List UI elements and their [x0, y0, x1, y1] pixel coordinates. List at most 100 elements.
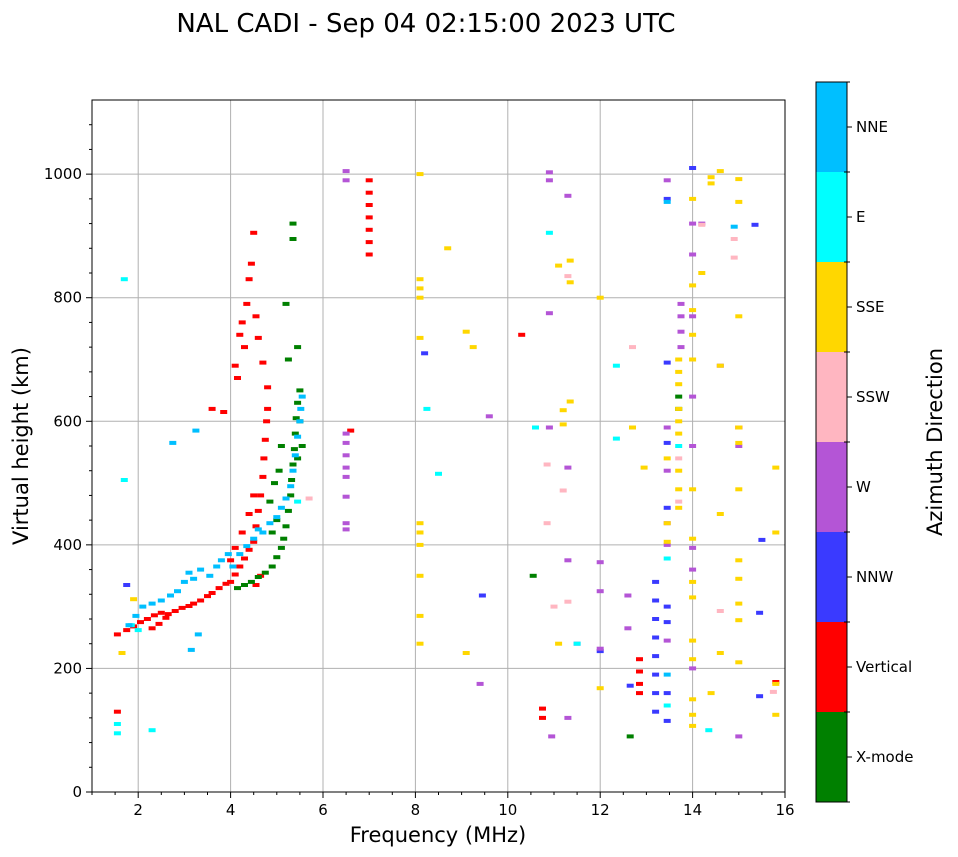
data-point-w [677, 314, 685, 319]
y-tick-label: 0 [72, 783, 82, 801]
colorbar-label: NNE [856, 118, 888, 136]
y-tick-label: 400 [53, 536, 82, 554]
colorbar-label: E [856, 208, 865, 226]
data-point-nne [185, 570, 193, 575]
data-point-vertical [365, 252, 373, 257]
data-point-nne [174, 589, 181, 594]
data-point-vertical [365, 190, 373, 195]
data-point-vertical [252, 583, 260, 587]
data-point-sse [566, 258, 574, 263]
data-point-w [564, 193, 572, 198]
data-point-vertical [636, 669, 643, 674]
data-point-w [596, 646, 604, 651]
data-point-nne [157, 598, 165, 603]
data-point-sse [416, 641, 424, 646]
data-point-w [342, 527, 350, 532]
data-point-nne [190, 576, 198, 581]
data-point-nnw [663, 691, 671, 696]
data-point-e [612, 363, 620, 368]
data-point-sse [689, 357, 697, 362]
data-point-vertical [252, 524, 260, 529]
data-point-vertical [252, 314, 260, 319]
data-point-vertical [234, 376, 241, 380]
data-point-sse [663, 521, 671, 526]
data-point-vertical [539, 715, 546, 720]
y-tick-label: 800 [53, 289, 82, 307]
data-point-sse [416, 521, 424, 526]
data-point-nnw [596, 649, 604, 654]
data-point-vertical [539, 706, 546, 711]
data-point-w [342, 169, 350, 174]
colorbar-segment [816, 172, 847, 262]
data-point-sse [416, 286, 424, 291]
x-tick-label: 4 [226, 801, 236, 819]
data-point-sse [716, 363, 724, 368]
data-point-sse [689, 657, 697, 662]
data-point-nnw [652, 598, 660, 603]
data-point-sse [716, 651, 724, 655]
data-point-vertical [259, 474, 267, 479]
data-point-vertical [636, 691, 643, 696]
data-point-w [485, 414, 493, 419]
data-point-x-mode [298, 444, 306, 448]
data-point-x-mode [268, 530, 276, 535]
data-point-x-mode [273, 518, 281, 523]
data-point-vertical [236, 332, 244, 337]
data-point-vertical [243, 301, 251, 306]
data-point-w [342, 453, 350, 458]
data-point-vertical [261, 437, 269, 442]
data-point-x-mode [266, 499, 274, 504]
data-point-sse [716, 512, 724, 516]
data-point-nne [277, 505, 285, 510]
data-point-x-mode [234, 586, 241, 591]
data-point-vertical [259, 360, 267, 365]
data-point-sse [689, 595, 697, 600]
data-point-vertical [222, 581, 230, 586]
data-point-sse [707, 175, 715, 180]
data-point-sse [559, 408, 567, 413]
colorbar-frame [815, 81, 848, 803]
data-point-vertical [254, 335, 262, 340]
data-point-vertical [162, 615, 170, 620]
data-point-nne [132, 613, 140, 618]
data-point-sse [675, 468, 683, 473]
data-point-vertical [238, 530, 246, 535]
data-point-sse [689, 723, 697, 728]
data-point-vertical [254, 508, 262, 513]
data-point-x-mode [254, 575, 262, 579]
data-point-nne [206, 573, 214, 578]
data-point-e [612, 436, 620, 441]
data-point-vertical [231, 363, 239, 368]
data-point-nnw [652, 617, 660, 621]
data-point-sse [640, 465, 648, 470]
data-point-x-mode [282, 524, 290, 529]
data-point-nnw [689, 166, 697, 170]
data-point-vertical [236, 564, 244, 569]
data-point-sse [462, 651, 470, 655]
data-point-w [689, 444, 697, 448]
data-point-vertical [247, 261, 255, 266]
data-point-sse [469, 345, 477, 350]
data-point-w [663, 178, 671, 183]
data-point-vertical [365, 215, 373, 220]
data-point-sse [118, 651, 126, 655]
data-point-nnw [756, 694, 764, 699]
data-point-nne [254, 527, 262, 532]
data-point-vertical [157, 610, 165, 615]
data-point-sse [735, 425, 743, 430]
data-point-sse [735, 199, 743, 204]
data-point-nne [250, 536, 258, 541]
y-tick-label: 600 [53, 412, 82, 430]
data-point-vertical [137, 620, 144, 625]
colorbar-title: Azimuth Direction [923, 348, 947, 536]
data-point-ssw [550, 604, 558, 609]
data-point-sse [416, 613, 424, 618]
data-point-vertical [260, 456, 268, 461]
data-point-sse [735, 660, 743, 665]
data-point-w [663, 638, 671, 643]
data-point-w [564, 558, 572, 563]
data-point-nne [289, 468, 297, 473]
data-point-ssw [675, 456, 683, 461]
data-point-x-mode [626, 734, 634, 739]
data-point-sse [663, 539, 671, 544]
